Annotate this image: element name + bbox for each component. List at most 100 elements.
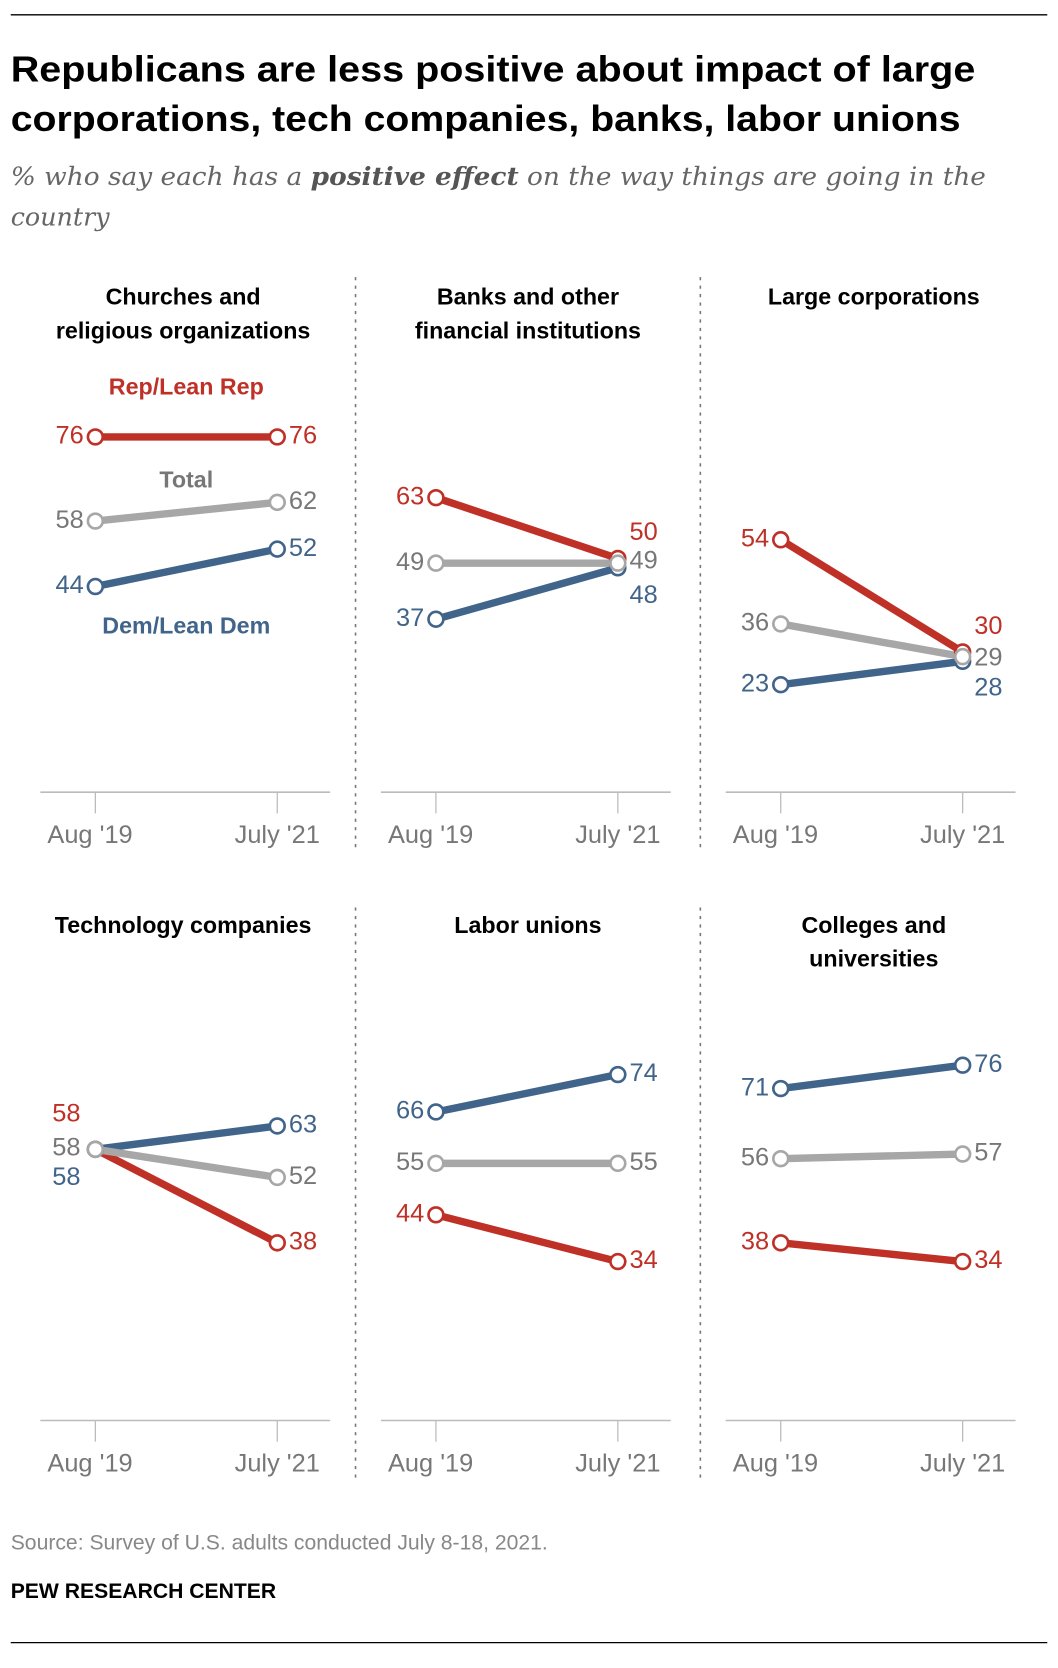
rep-value-label: 58 [52, 1100, 80, 1128]
total-point [772, 1149, 790, 1168]
dem-point [772, 675, 790, 694]
panel-1: Banks and other financial institutions Aug… [380, 284, 671, 849]
panel-4: Labor unions Aug '19 July '21 44 34 66 74 55 55 [380, 912, 671, 1477]
legend-rep: Rep/Lean Rep [109, 374, 264, 400]
small-multiples: Churches and religious organizations Aug '… [40, 277, 1016, 1481]
dem-value-label: 66 [396, 1097, 424, 1125]
panel-title: Churches and [106, 284, 261, 310]
x-tick-label: July '21 [920, 1449, 1005, 1477]
rep-line [780, 1239, 964, 1266]
source-note: Source: Survey of U.S. adults conducted … [11, 1532, 548, 1555]
rep-value-label: 38 [289, 1228, 317, 1256]
chart-subtitle-line-2: country [11, 201, 111, 231]
rep-point [772, 1234, 790, 1252]
panel-title: universities [809, 946, 938, 972]
rep-point [268, 428, 286, 446]
total-point [86, 512, 105, 530]
x-tick-label: July '21 [575, 821, 660, 849]
dem-line [435, 1070, 619, 1116]
dem-value-label: 71 [741, 1073, 769, 1101]
total-point [953, 647, 972, 666]
rep-line [778, 536, 965, 656]
rep-point [609, 1252, 627, 1271]
rep-value-label: 38 [741, 1228, 769, 1256]
dem-point [953, 1056, 972, 1074]
x-tick-label: July '21 [235, 821, 320, 849]
dem-value-label: 63 [289, 1111, 317, 1139]
rep-point [268, 1234, 286, 1252]
rep-value-label: 76 [289, 422, 317, 450]
total-value-label: 56 [741, 1143, 769, 1171]
rep-value-label: 30 [974, 612, 1002, 640]
total-point [953, 1145, 972, 1163]
dem-line [780, 1061, 964, 1093]
total-line [94, 1145, 278, 1182]
rep-value-label: 54 [741, 524, 769, 552]
rep-value-label: 63 [396, 482, 424, 510]
panel-title: Banks and other [437, 284, 619, 310]
dem-line [94, 1122, 278, 1154]
dem-value-label: 52 [289, 534, 317, 562]
total-point [609, 554, 627, 572]
dem-value-label: 23 [741, 669, 769, 697]
rep-point [953, 1252, 972, 1271]
brand-label: PEW RESEARCH CENTER [11, 1580, 276, 1603]
total-value-label: 52 [289, 1162, 317, 1190]
x-tick-label: July '21 [575, 1449, 660, 1477]
total-point [86, 1140, 105, 1159]
x-tick-label: July '21 [235, 1449, 320, 1477]
total-point [427, 1154, 445, 1173]
subtitle-emphasis: positive effect [311, 161, 519, 191]
dem-value-label: 48 [629, 581, 657, 609]
total-value-label: 62 [289, 487, 317, 515]
dem-line [94, 545, 279, 591]
rep-value-label: 50 [629, 518, 657, 546]
dem-value-label: 74 [629, 1059, 657, 1087]
total-value-label: 36 [741, 609, 769, 637]
x-tick-label: Aug '19 [47, 821, 132, 849]
panel-2: Large corporations Aug '19 July '21 54 30 23 2… [725, 284, 1016, 849]
legend-total: Total [159, 467, 213, 493]
dem-value-label: 37 [396, 604, 424, 632]
total-value-label: 49 [396, 548, 424, 576]
dem-point [268, 540, 286, 558]
x-tick-label: Aug '19 [733, 821, 818, 849]
x-tick-label: July '21 [920, 821, 1005, 849]
chart-title-line-2: corporations, tech companies, banks, lab… [11, 98, 961, 139]
rep-line [93, 1146, 279, 1247]
total-point [609, 1154, 627, 1173]
dem-value-label: 28 [974, 673, 1002, 701]
rep-value-label: 34 [974, 1246, 1002, 1274]
x-tick-label: Aug '19 [47, 1449, 132, 1477]
total-line [780, 1150, 963, 1163]
total-value-label: 58 [52, 1133, 80, 1161]
rep-line [435, 1211, 619, 1266]
rep-point [86, 428, 105, 446]
dem-point [772, 1079, 790, 1098]
panel-3: Technology companies Aug '19 July '21 58 38 5… [40, 912, 331, 1477]
x-tick-label: Aug '19 [388, 1449, 473, 1477]
dem-point [86, 577, 105, 596]
legend-dem: Dem/Lean Dem [102, 613, 270, 639]
panel-5: Colleges and universities Aug '19 July '21 3… [725, 912, 1016, 1477]
panel-0: Churches and religious organizations Aug '… [40, 284, 331, 849]
panel-title: Colleges and [801, 912, 946, 938]
dem-point [427, 610, 445, 628]
dem-value-label: 76 [974, 1050, 1002, 1078]
rep-value-label: 44 [396, 1199, 424, 1227]
chart-subtitle-line-1: % who say each has a positive effect on … [11, 161, 986, 191]
total-line [780, 620, 964, 661]
panel-title: Technology companies [55, 912, 312, 938]
chart-title-line-1: Republicans are less positive about impa… [11, 48, 976, 89]
total-value-label: 57 [974, 1139, 1002, 1167]
x-tick-label: Aug '19 [733, 1449, 818, 1477]
dem-point [268, 1117, 286, 1135]
total-line [94, 498, 278, 525]
dem-value-label: 58 [52, 1163, 80, 1191]
total-value-label: 58 [55, 506, 83, 534]
dem-value-label: 44 [55, 571, 83, 599]
rep-value-label: 34 [629, 1246, 657, 1274]
rep-line [434, 494, 620, 562]
rep-point [427, 488, 445, 507]
